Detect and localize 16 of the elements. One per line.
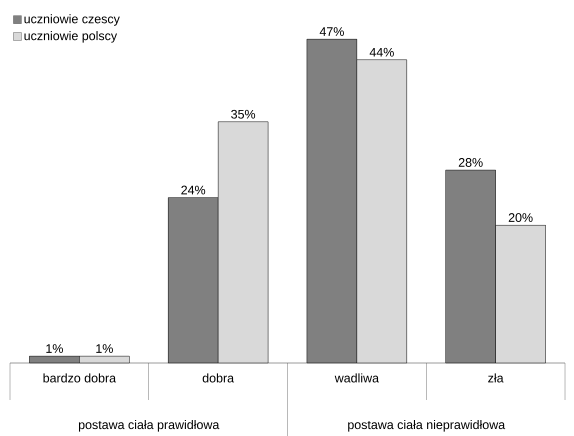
data-label: 47% — [320, 27, 344, 36]
data-label: 1% — [46, 344, 63, 353]
text: postawa ciała nieprawidłowa — [348, 420, 506, 432]
data-label: 24% — [181, 186, 206, 194]
data-label: 28% — [458, 158, 483, 167]
x-tick-label: dobra — [202, 373, 234, 382]
x-tick-label: wadliwa — [334, 373, 380, 382]
data-label: 35% — [231, 110, 256, 119]
data-label: 44% — [370, 48, 394, 57]
x-tick-label: zła — [488, 373, 504, 382]
data-label: 20% — [508, 213, 533, 222]
legend-label: uczniowie czescy — [24, 14, 120, 26]
text: postawa ciała prawidłowa — [78, 420, 220, 432]
x-tick-label: bardzo dobra — [43, 373, 116, 382]
legend-label: uczniowie polscy — [24, 31, 118, 43]
data-label: 1% — [96, 344, 113, 353]
